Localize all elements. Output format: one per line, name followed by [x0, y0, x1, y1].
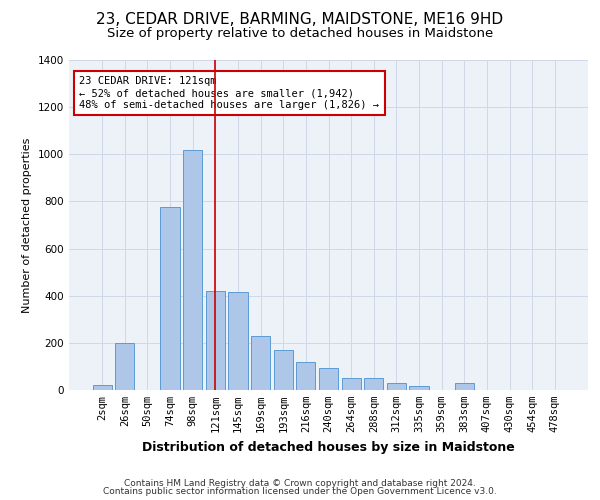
- Bar: [115, 343, 134, 390]
- Text: Contains HM Land Registry data © Crown copyright and database right 2024.: Contains HM Land Registry data © Crown c…: [124, 478, 476, 488]
- Bar: [251, 336, 270, 390]
- Bar: [160, 208, 180, 390]
- Text: 23, CEDAR DRIVE, BARMING, MAIDSTONE, ME16 9HD: 23, CEDAR DRIVE, BARMING, MAIDSTONE, ME1…: [97, 12, 503, 28]
- Bar: [319, 368, 338, 390]
- Bar: [92, 386, 112, 390]
- X-axis label: Distribution of detached houses by size in Maidstone: Distribution of detached houses by size …: [142, 440, 515, 454]
- Bar: [229, 292, 248, 390]
- Bar: [455, 384, 474, 390]
- Y-axis label: Number of detached properties: Number of detached properties: [22, 138, 32, 312]
- Bar: [409, 386, 428, 390]
- Bar: [206, 291, 225, 390]
- Text: 23 CEDAR DRIVE: 121sqm
← 52% of detached houses are smaller (1,942)
48% of semi-: 23 CEDAR DRIVE: 121sqm ← 52% of detached…: [79, 76, 379, 110]
- Text: Contains public sector information licensed under the Open Government Licence v3: Contains public sector information licen…: [103, 487, 497, 496]
- Bar: [274, 350, 293, 390]
- Bar: [296, 362, 316, 390]
- Bar: [341, 378, 361, 390]
- Bar: [183, 150, 202, 390]
- Bar: [387, 384, 406, 390]
- Bar: [364, 378, 383, 390]
- Text: Size of property relative to detached houses in Maidstone: Size of property relative to detached ho…: [107, 28, 493, 40]
